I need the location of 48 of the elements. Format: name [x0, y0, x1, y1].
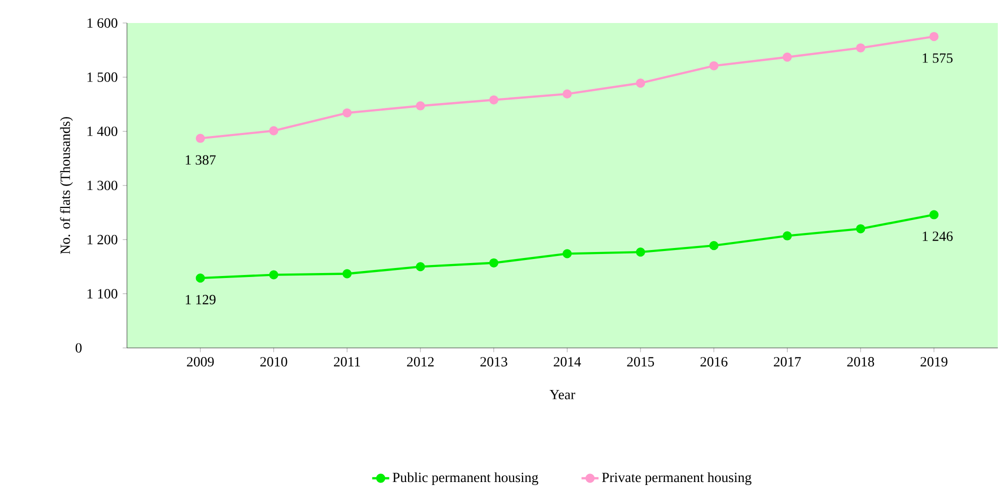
point	[636, 78, 646, 88]
point	[269, 270, 278, 280]
x-tick-label: 2012	[407, 357, 434, 367]
point	[709, 61, 718, 70]
x-tick-label: 2016	[700, 357, 728, 367]
legend-label: Private permanent housing	[602, 472, 752, 486]
data-label: 1 246	[922, 232, 953, 242]
y-tick-label: 1 100	[88, 289, 118, 299]
x-axis-title: Year	[550, 390, 576, 400]
x-tick-label: 2014	[554, 357, 581, 367]
point	[489, 95, 498, 105]
point	[782, 231, 792, 240]
y-tick-label: 1 400	[88, 126, 118, 136]
point	[636, 248, 646, 257]
x-tick-label: 2019	[920, 357, 948, 367]
point	[196, 274, 205, 283]
point	[416, 101, 426, 110]
legend-label: Public permanent housing	[392, 472, 538, 486]
y-tick-label: 1 300	[88, 180, 118, 190]
point	[416, 262, 426, 272]
point	[342, 108, 352, 118]
point	[929, 32, 939, 42]
x-tick-label: 2015	[627, 357, 654, 367]
x-tick-label: 2010	[260, 357, 288, 367]
point	[856, 43, 866, 53]
y-tick-label: 1 600	[88, 18, 118, 28]
y-axis-title: No. of flats (Thousands)	[60, 117, 73, 254]
y-tick-label: 1 500	[88, 72, 118, 82]
x-tick-label: 2018	[847, 357, 874, 367]
point	[489, 258, 498, 268]
x-tick-label: 2011	[334, 357, 360, 367]
point	[562, 249, 572, 258]
x-tick-label: 2017	[774, 357, 801, 367]
point	[856, 224, 866, 234]
data-label: 1 387	[186, 155, 216, 165]
point	[709, 241, 718, 250]
point	[196, 134, 205, 143]
data-label: 1 575	[922, 53, 953, 63]
point	[269, 126, 278, 136]
text: 0	[76, 343, 82, 353]
point	[562, 89, 572, 99]
data-label: 1 129	[186, 294, 216, 304]
point	[782, 52, 792, 62]
x-tick-label: 2009	[186, 357, 214, 367]
x-tick-label: 2013	[480, 357, 508, 367]
point	[929, 210, 939, 220]
y-tick-label: 1 200	[88, 234, 118, 244]
point	[342, 269, 352, 278]
